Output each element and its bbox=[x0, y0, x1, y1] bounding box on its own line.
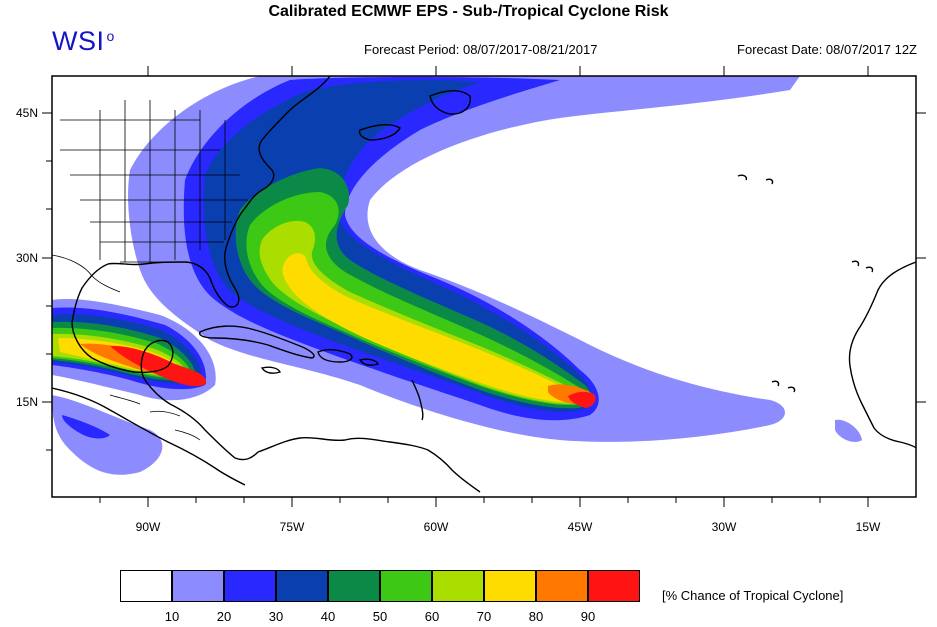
lesser-antilles bbox=[411, 379, 424, 421]
hispaniola bbox=[317, 349, 353, 363]
lon-ticks bbox=[99, 66, 869, 507]
contour-60-main bbox=[259, 220, 582, 404]
central-america-borders bbox=[109, 394, 201, 441]
legend-swatch-80 bbox=[536, 570, 588, 602]
legend-swatch-30 bbox=[276, 570, 328, 602]
legend-swatch-0 bbox=[120, 570, 172, 602]
lat-ticks bbox=[42, 112, 926, 451]
contour-10-east bbox=[835, 419, 862, 442]
cuba bbox=[198, 325, 315, 359]
canary-islands bbox=[851, 260, 874, 273]
contour-50-main bbox=[246, 192, 587, 406]
borders bbox=[52, 100, 248, 441]
mexico-pacific-coast bbox=[52, 387, 246, 486]
legend-label-60: 60 bbox=[424, 609, 440, 624]
legend-swatch-70 bbox=[484, 570, 536, 602]
lon-label-45w: 45W bbox=[568, 520, 593, 534]
puerto-rico bbox=[358, 358, 379, 366]
chart-title: Calibrated ECMWF EPS - Sub-/Tropical Cyc… bbox=[268, 3, 669, 20]
lon-label-75w: 75W bbox=[280, 520, 305, 534]
nova-scotia bbox=[358, 123, 401, 141]
lon-label-15w: 15W bbox=[856, 520, 881, 534]
legend-swatch-40 bbox=[328, 570, 380, 602]
jamaica bbox=[260, 366, 281, 374]
legend-label-10: 10 bbox=[164, 609, 180, 624]
azores bbox=[737, 174, 774, 185]
africa-coast bbox=[848, 261, 916, 449]
legend-label-30: 30 bbox=[268, 609, 284, 624]
logo-mark: o bbox=[106, 28, 115, 44]
lat-label-15n: 15N bbox=[16, 395, 38, 409]
legend-swatch-10 bbox=[172, 570, 224, 602]
lon-label-30w: 30W bbox=[712, 520, 737, 534]
us-mexico-border bbox=[52, 254, 121, 293]
lon-label-60w: 60W bbox=[424, 520, 449, 534]
contour-70-main bbox=[282, 253, 575, 402]
contour-90-east bbox=[568, 391, 596, 408]
probability-contours bbox=[52, 76, 862, 475]
forecast-period: Forecast Period: 08/07/2017-08/21/2017 bbox=[364, 42, 598, 57]
legend-swatch-90 bbox=[588, 570, 640, 602]
legend-label-70: 70 bbox=[476, 609, 492, 624]
legend-label-90: 90 bbox=[580, 609, 596, 624]
legend-swatch-50 bbox=[380, 570, 432, 602]
legend-label-40: 40 bbox=[320, 609, 336, 624]
south-america-coast bbox=[257, 436, 481, 493]
lat-label-45n: 45N bbox=[16, 106, 38, 120]
cape-verde bbox=[771, 380, 796, 393]
contour-90-gulf bbox=[110, 345, 207, 387]
legend-label-50: 50 bbox=[372, 609, 388, 624]
legend-swatch-20 bbox=[224, 570, 276, 602]
state-borders bbox=[60, 100, 248, 263]
logo-text: WSI bbox=[52, 26, 105, 56]
newfoundland bbox=[429, 90, 471, 115]
lat-label-30n: 30N bbox=[16, 251, 38, 265]
wsi-logo: WSI o bbox=[52, 26, 115, 57]
mexico-coast bbox=[71, 321, 259, 461]
na-east-coast bbox=[71, 76, 331, 323]
coastlines bbox=[52, 76, 916, 493]
legend-caption: [% Chance of Tropical Cyclone] bbox=[662, 588, 844, 603]
legend-label-20: 20 bbox=[216, 609, 232, 624]
lon-label-90w: 90W bbox=[136, 520, 161, 534]
legend-swatch-60 bbox=[432, 570, 484, 602]
contour-20-pacific bbox=[62, 415, 110, 439]
legend-label-80: 80 bbox=[528, 609, 544, 624]
contour-30-main bbox=[203, 80, 592, 412]
forecast-date: Forecast Date: 08/07/2017 12Z bbox=[737, 42, 917, 57]
